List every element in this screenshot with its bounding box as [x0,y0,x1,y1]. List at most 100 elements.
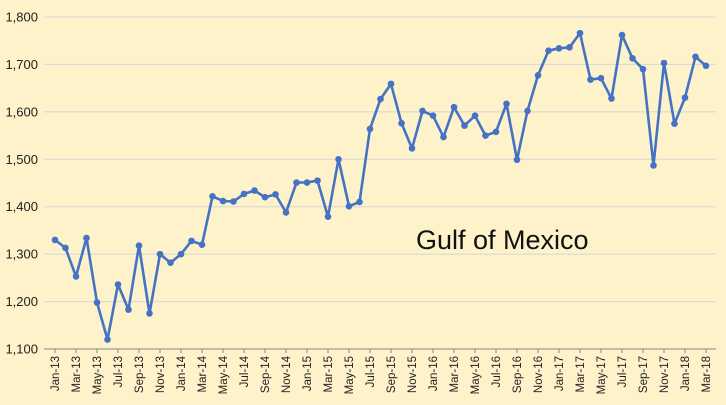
x-tick-label: Nov-13 [155,356,167,393]
data-point [639,65,647,73]
gridlines [44,16,716,350]
data-point [125,306,132,313]
data-point [314,177,321,184]
x-tick-label: Nov-16 [533,356,545,393]
x-tick-label: Jan-17 [554,356,566,391]
data-point [660,59,668,67]
x-tick-label: Mar-14 [197,355,209,392]
data-point [146,310,153,317]
data-point [629,54,636,62]
data-point [650,162,657,169]
data-point [608,95,615,102]
data-point [408,145,416,152]
data-point [440,133,447,141]
data-point [398,119,405,127]
y-tick-label: 1,200 [5,294,38,309]
x-tick-label: Sep-16 [512,356,524,393]
data-point [618,31,626,39]
chart-annotation: Gulf of Mexico [416,225,589,255]
y-tick-label: 1,800 [5,10,38,25]
x-tick-label: Jul-14 [239,355,251,387]
x-tick-label: Jul-15 [365,356,377,387]
data-point [251,187,258,194]
data-point [219,197,227,205]
data-point [135,242,143,249]
data-point [282,209,290,216]
data-point [524,107,531,115]
data-point [356,198,363,206]
x-tick-label: Mar-15 [323,356,335,392]
x-tick-label: Mar-16 [449,356,461,392]
data-point [461,122,468,129]
data-point [114,281,122,288]
x-tick-label: Nov-14 [281,355,293,393]
x-tick-label: May-14 [218,355,230,394]
data-point [167,259,174,266]
x-axis-ticks: Jan-13 Mar-13 May-13 Jul-13 Sep-13 Nov-13 Jan-… [50,349,713,394]
x-tick-label: Mar-17 [575,356,587,392]
data-point [545,47,552,54]
x-tick-label: Sep-15 [386,356,398,393]
x-tick-label: Jul-17 [617,356,629,387]
data-point [188,237,195,245]
data-point [209,192,216,200]
x-tick-label: Sep-14 [260,355,272,393]
x-tick-label: Jan-13 [50,356,62,391]
y-tick-label: 1,500 [5,152,38,167]
x-tick-label: May-13 [92,356,104,394]
x-tick-label: Jan-18 [680,356,692,391]
data-point [671,120,678,128]
y-tick-label: 1,600 [5,104,38,119]
data-point [513,156,521,164]
data-point [576,29,584,37]
data-point [177,250,185,258]
y-tick-label: 1,400 [5,199,38,214]
data-point [377,95,384,103]
data-point [566,44,573,51]
data-point [303,179,311,186]
x-tick-label: May-17 [596,356,608,394]
y-axis-ticks: 1,100 1,200 1,300 1,400 1,500 1,600 1,700 1,800 [5,10,38,357]
data-point [366,125,374,133]
y-tick-label: 1,300 [5,247,38,262]
y-tick-label: 1,700 [5,57,38,72]
x-tick-label: Jan-16 [428,356,440,391]
data-point [272,191,279,198]
x-tick-label: Jan-15 [302,356,314,391]
data-point [471,112,479,119]
data-point [72,273,80,280]
x-tick-label: Nov-17 [659,356,671,393]
data-point [156,250,164,258]
y-tick-label: 1,100 [5,342,38,357]
series-group [54,31,707,341]
data-point [93,299,101,306]
data-point [492,128,500,136]
data-point [345,202,353,210]
x-tick-label: Jul-16 [491,356,503,387]
data-point [702,62,710,70]
x-tick-label: Nov-15 [407,356,419,393]
data-point [387,80,395,88]
data-point [104,336,111,343]
data-point [230,198,237,205]
data-point [681,94,689,101]
data-point [293,179,300,186]
data-point [503,100,510,108]
data-points [51,29,710,343]
series-line [54,31,707,341]
data-point [62,244,69,252]
data-point [450,103,458,111]
x-tick-label: Jul-13 [113,356,125,387]
data-point [324,213,332,220]
data-point [198,241,206,248]
data-point [429,112,437,119]
x-tick-label: May-16 [470,356,482,394]
data-point [51,236,59,244]
x-tick-label: Jan-14 [176,355,188,391]
data-point [482,132,489,139]
data-point [240,190,248,198]
data-point [597,74,605,82]
x-tick-label: Mar-13 [71,356,83,392]
